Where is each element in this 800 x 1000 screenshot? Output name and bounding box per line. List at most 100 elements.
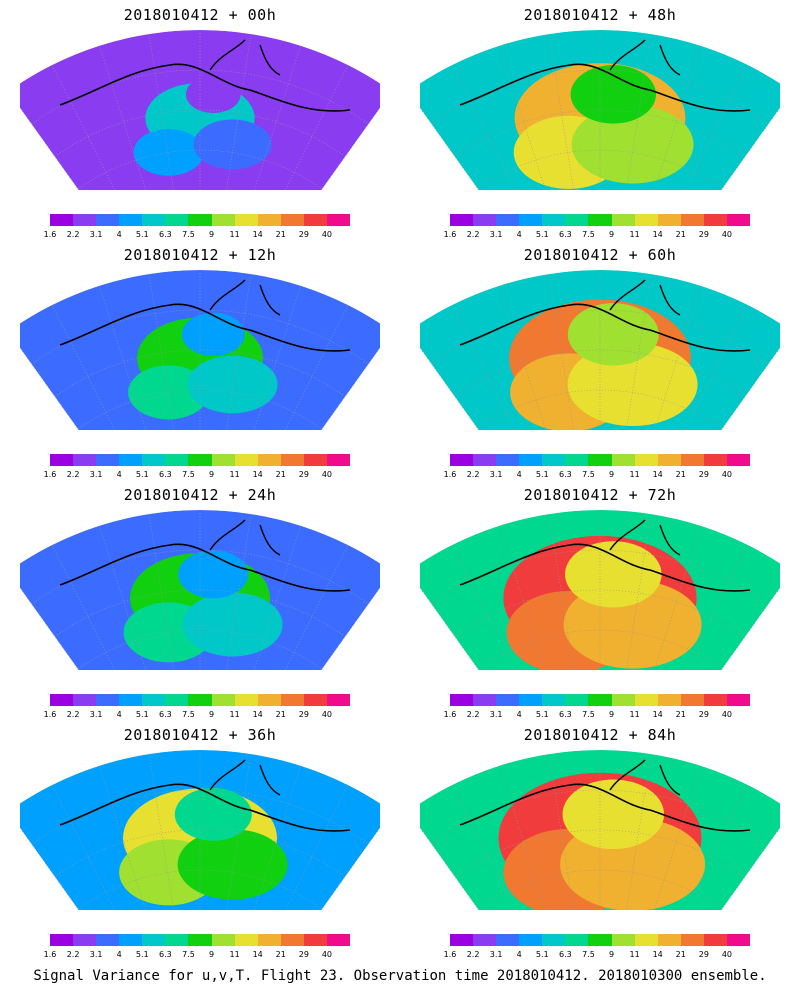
colorbar-tick-label: 5.1 [535, 950, 549, 959]
map-panel-60h: 2018010412 + 60h 1.6 2.2 3.1 4 5.1 6.3 7.5 9 11 14… [420, 240, 780, 490]
colorbar [450, 694, 751, 706]
colorbar-tick-label: 7.5 [582, 950, 595, 959]
variance-map [20, 30, 380, 190]
colorbar-swatch [611, 454, 635, 466]
colorbar-swatch [450, 934, 474, 946]
colorbar-tick-label: 11 [629, 950, 640, 959]
colorbar-swatch [519, 214, 543, 226]
panel-title: 2018010412 + 12h [123, 246, 277, 264]
coastline [459, 303, 751, 352]
colorbar-swatch [50, 694, 74, 706]
colorbar-tick-label: 4 [516, 950, 522, 959]
colorbar-swatch [588, 214, 612, 226]
colorbar-swatch [73, 934, 97, 946]
colorbar-tick-label: 9 [608, 710, 615, 719]
colorbar-tick-label: 40 [721, 710, 733, 719]
colorbar-tick-label: 2.2 [66, 470, 80, 479]
colorbar-swatch [50, 214, 74, 226]
colorbar-swatch [165, 214, 189, 226]
colorbar [50, 214, 351, 226]
colorbar-tick-label: 5.1 [535, 230, 549, 239]
colorbar-swatch [450, 694, 474, 706]
colorbar-swatch [326, 694, 351, 706]
colorbar-tick-label: 7.5 [182, 470, 195, 479]
colorbar-swatch [634, 214, 658, 226]
panel-title: 2018010412 + 36h [123, 726, 277, 744]
colorbar-swatch [96, 694, 120, 706]
colorbar-tick-label: 4 [116, 710, 122, 719]
colorbar-swatch [50, 934, 74, 946]
colorbar-tick-label: 4 [516, 710, 522, 719]
colorbar-tick-label: 2.2 [466, 710, 480, 719]
colorbar-tick-label: 11 [629, 470, 640, 479]
colorbar-swatch [257, 214, 281, 226]
colorbar-tick-label: 14 [652, 710, 663, 719]
colorbar-tick-label: 1.6 [43, 950, 57, 959]
colorbar-swatch [211, 934, 235, 946]
colorbar-ticks: 1.6 2.2 3.1 4 5.1 6.3 7.5 9 11 14 21 29 40 [44, 230, 350, 242]
colorbar-tick-label: 11 [229, 710, 240, 719]
colorbar-tick-label: 4 [516, 470, 522, 479]
colorbar-tick-label: 3.1 [489, 950, 503, 959]
map-panel-24h: 2018010412 + 24h 1.6 2.2 3.1 4 5.1 6.3 7.5 9 11 14… [20, 480, 380, 730]
panel-title: 2018010412 + 60h [523, 246, 677, 264]
colorbar-swatch [211, 694, 235, 706]
colorbar-swatch [96, 454, 120, 466]
colorbar-tick-label: 21 [675, 950, 686, 959]
colorbar-tick-label: 29 [298, 710, 309, 719]
colorbar-tick-label: 29 [698, 710, 709, 719]
colorbar-swatch [703, 454, 727, 466]
colorbar-swatch [96, 934, 120, 946]
colorbar-swatch [657, 694, 681, 706]
colorbar-swatch [73, 214, 97, 226]
colorbar [450, 454, 751, 466]
colorbar-swatch [519, 934, 543, 946]
colorbar-swatch [657, 454, 681, 466]
colorbar-ticks: 1.6 2.2 3.1 4 5.1 6.3 7.5 9 11 14 21 29 40 [444, 710, 750, 722]
colorbar-swatch [119, 694, 143, 706]
colorbar-swatch [211, 214, 235, 226]
colorbar-swatch [634, 694, 658, 706]
colorbar-swatch [703, 694, 727, 706]
colorbar-tick-label: 14 [252, 230, 263, 239]
variance-map [420, 750, 780, 910]
colorbar-swatch [303, 694, 327, 706]
colorbar-tick-label: 4 [116, 470, 122, 479]
map-panel-48h: 2018010412 + 48h 1.6 2.2 3.1 4 5.1 6.3 7.5 9 11 14… [420, 0, 780, 250]
colorbar-tick-label: 5.1 [535, 710, 549, 719]
colorbar-tick-label: 21 [275, 470, 286, 479]
colorbar-tick-label: 1.6 [443, 230, 457, 239]
colorbar-tick-label: 29 [298, 950, 309, 959]
colorbar-tick-label: 40 [321, 470, 333, 479]
colorbar-ticks: 1.6 2.2 3.1 4 5.1 6.3 7.5 9 11 14 21 29 40 [44, 710, 350, 722]
colorbar-tick-label: 2.2 [466, 470, 480, 479]
colorbar-tick-label: 9 [208, 710, 215, 719]
colorbar-swatch [473, 454, 497, 466]
colorbar-tick-label: 29 [698, 470, 709, 479]
map-panel-72h: 2018010412 + 72h 1.6 2.2 3.1 4 5.1 6.3 7.5 9 11 14… [420, 480, 780, 730]
colorbar-swatch [611, 694, 635, 706]
coastline [459, 783, 751, 832]
colorbar-swatch [588, 694, 612, 706]
colorbar-tick-label: 6.3 [159, 470, 172, 479]
colorbar-tick-label: 11 [229, 230, 240, 239]
colorbar-tick-label: 2.2 [66, 230, 80, 239]
colorbar-tick-label: 7.5 [182, 950, 195, 959]
variance-map [20, 510, 380, 670]
colorbar-tick-label: 4 [116, 230, 122, 239]
colorbar-swatch [519, 694, 543, 706]
colorbar-tick-label: 1.6 [43, 230, 57, 239]
colorbar-swatch [73, 454, 97, 466]
colorbar [50, 934, 351, 946]
colorbar-tick-label: 14 [252, 470, 263, 479]
colorbar-tick-label: 5.1 [135, 470, 149, 479]
colorbar-tick-label: 7.5 [582, 230, 595, 239]
colorbar-swatch [726, 214, 751, 226]
colorbar-swatch [726, 934, 751, 946]
colorbar-swatch [519, 454, 543, 466]
colorbar-tick-label: 14 [652, 470, 663, 479]
colorbar-tick-label: 21 [675, 710, 686, 719]
colorbar [50, 694, 351, 706]
colorbar-tick-label: 5.1 [135, 710, 149, 719]
colorbar-swatch [165, 934, 189, 946]
